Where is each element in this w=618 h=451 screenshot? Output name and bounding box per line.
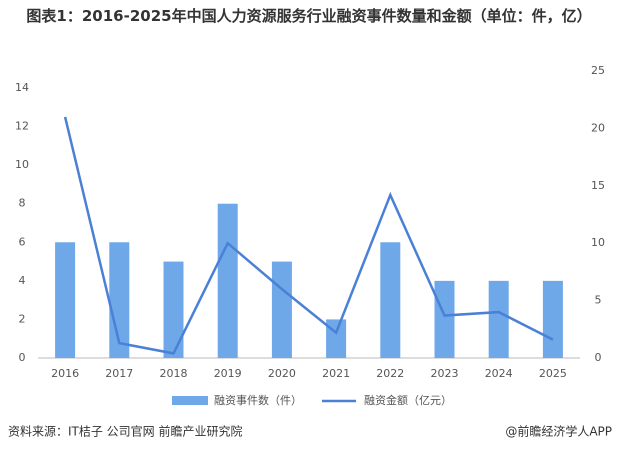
x-tick-label: 2018: [160, 367, 188, 380]
y-tick-label: 12: [15, 120, 29, 133]
y-tick-label: 6: [19, 235, 26, 248]
y-tick-label: 0: [19, 351, 26, 364]
bar: [488, 280, 509, 358]
bar: [326, 319, 347, 358]
legend-swatch: [172, 396, 208, 405]
bar: [163, 261, 184, 358]
y2-tick-label: 5: [595, 294, 602, 307]
bar: [380, 242, 401, 358]
credit: @前瞻经济学人APP: [505, 424, 612, 439]
x-tick-label: 2017: [105, 367, 133, 380]
bar: [55, 242, 76, 358]
y2-tick-label: 0: [595, 351, 602, 364]
x-tick-label: 2025: [539, 367, 567, 380]
bar: [271, 261, 292, 358]
x-tick-label: 2024: [485, 367, 513, 380]
bar: [109, 242, 130, 358]
x-tick-label: 2019: [214, 367, 242, 380]
y-tick-label: 2: [19, 312, 26, 325]
y2-tick-label: 20: [591, 121, 605, 134]
chart-title: 图表1：2016-2025年中国人力资源服务行业融资事件数量和金额（单位：件，亿…: [26, 7, 592, 25]
x-tick-label: 2020: [268, 367, 296, 380]
x-tick-label: 2022: [376, 367, 404, 380]
y2-tick-label: 10: [591, 236, 605, 249]
x-tick-label: 2023: [431, 367, 459, 380]
bar: [542, 280, 563, 358]
y-tick-label: 8: [19, 197, 26, 210]
y-tick-label: 10: [15, 158, 29, 171]
x-tick-label: 2021: [322, 367, 350, 380]
legend-label: 融资事件数（件）: [214, 394, 302, 407]
y2-tick-label: 25: [591, 64, 605, 77]
x-tick-label: 2016: [51, 367, 79, 380]
source: 资料来源：IT桔子 公司官网 前瞻产业研究院: [8, 424, 243, 439]
bar: [434, 280, 455, 358]
legend-label: 融资金额（亿元）: [364, 393, 452, 407]
y-tick-label: 4: [19, 274, 26, 287]
y-tick-label: 14: [15, 81, 29, 94]
bar: [217, 203, 238, 358]
line: [63, 116, 554, 355]
y2-tick-label: 15: [591, 179, 605, 192]
